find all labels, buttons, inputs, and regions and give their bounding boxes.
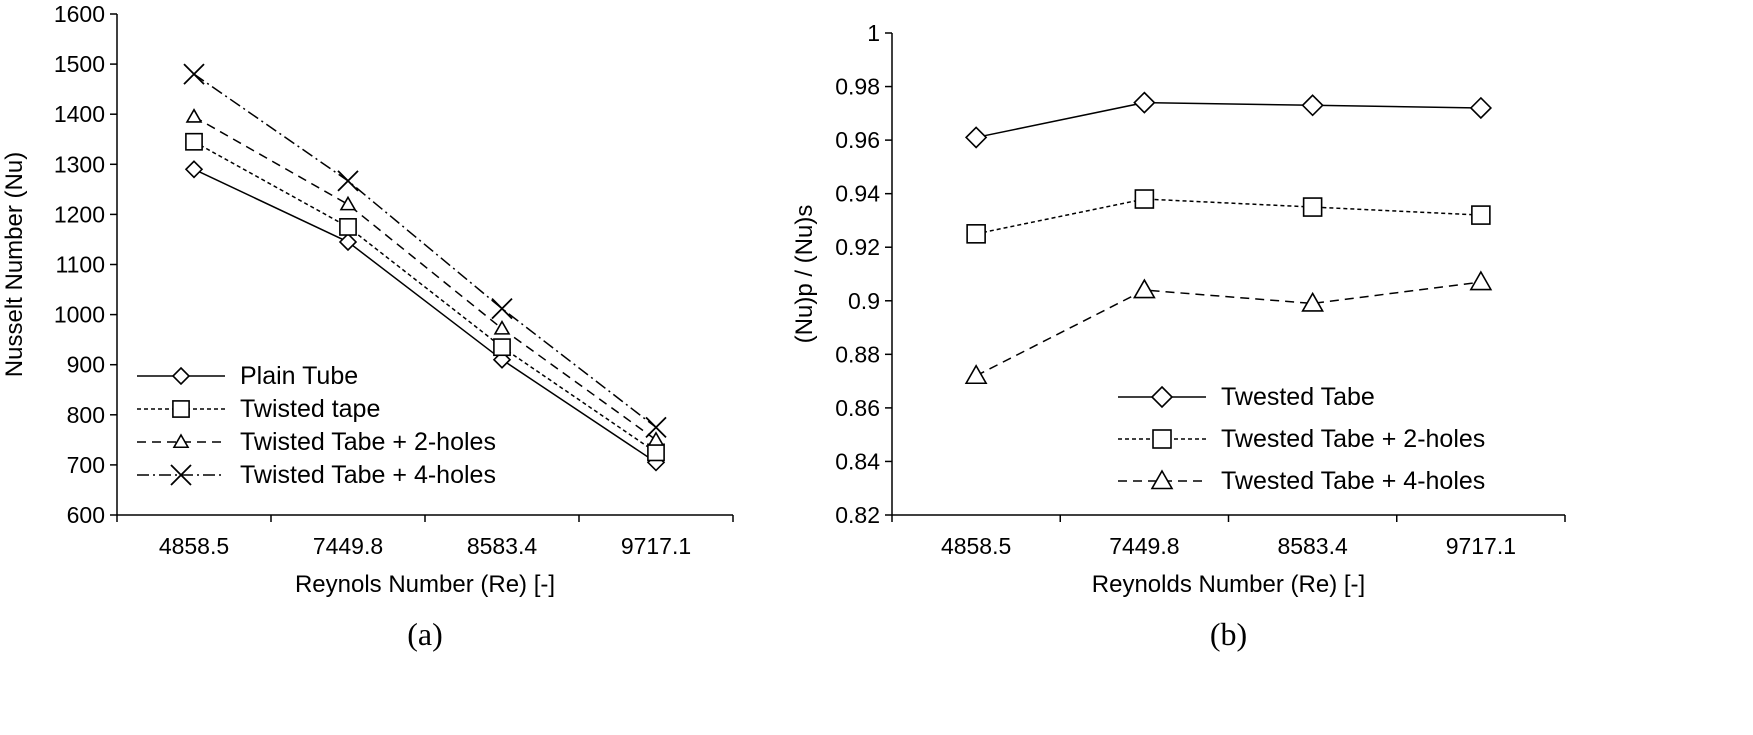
b-x-tick-label: 8583.4 xyxy=(1277,533,1348,559)
b-data-point xyxy=(1469,96,1493,120)
a-legend-label: Twisted tape xyxy=(240,395,380,423)
b-y-tick-label: 0.92 xyxy=(835,234,880,260)
b-legend-label: Twested Tabe + 2-holes xyxy=(1221,425,1485,453)
a-data-point xyxy=(647,431,665,446)
b-legend-entry: Twested Tabe xyxy=(1118,383,1375,411)
a-data-point xyxy=(184,160,204,179)
a-y-tick-label: 1300 xyxy=(54,151,105,177)
a-legend-marker xyxy=(172,400,190,418)
b-x-tick-label: 7449.8 xyxy=(1109,533,1179,559)
a-series-line xyxy=(193,116,657,441)
a-caption: (a) xyxy=(407,616,443,652)
a-data-point xyxy=(339,218,357,236)
b-data-point xyxy=(1471,205,1491,225)
b-legend-entry: Twested Tabe + 2-holes xyxy=(1118,425,1485,453)
b-series-1 xyxy=(964,91,1493,149)
b-data-point xyxy=(966,224,986,244)
b-x-axis-title: Reynolds Number (Re) [-] xyxy=(1092,571,1365,598)
b-legend-entry: Twested Tabe + 4-holes xyxy=(1118,467,1485,495)
a-legend-marker xyxy=(170,464,192,486)
a-data-point xyxy=(493,320,511,335)
a-y-tick-label: 700 xyxy=(67,452,105,478)
a-x-tick-label: 8583.4 xyxy=(467,533,538,559)
b-y-tick-label: 0.94 xyxy=(835,181,880,207)
b-data-point xyxy=(964,126,988,149)
a-series-line xyxy=(193,73,657,428)
b-series-line xyxy=(975,281,1481,377)
b-data-point xyxy=(1134,189,1155,209)
a-series-line xyxy=(193,168,657,464)
a-x-tick-label: 7449.8 xyxy=(313,533,383,559)
a-data-point xyxy=(647,443,665,462)
b-x-tick-label: 9717.1 xyxy=(1446,533,1516,559)
b-legend-marker xyxy=(1152,429,1172,449)
b-y-tick-label: 0.88 xyxy=(835,341,880,367)
a-y-tick-label: 1500 xyxy=(54,51,105,77)
a-x-tick-label: 9717.1 xyxy=(621,533,691,559)
b-legend-label: Twested Tabe + 4-holes xyxy=(1221,467,1485,495)
a-legend-label: Plain Tube xyxy=(240,362,358,390)
a-y-tick-label: 800 xyxy=(67,402,105,428)
a-legend-entry: Plain Tube xyxy=(137,362,358,390)
b-legend-label: Twested Tabe xyxy=(1221,383,1375,411)
a-y-tick-label: 900 xyxy=(67,352,105,378)
b-data-point xyxy=(1301,291,1325,312)
a-legend-entry: Twisted Tabe + 4-holes xyxy=(137,461,496,489)
b-data-point xyxy=(1469,270,1493,291)
b-y-tick-label: 0.96 xyxy=(835,127,880,153)
b-y-tick-label: 0.9 xyxy=(848,288,880,314)
b-data-point xyxy=(1301,94,1324,117)
b-data-point xyxy=(1133,91,1156,114)
b-y-tick-label: 0.82 xyxy=(835,502,880,528)
a-y-tick-label: 1200 xyxy=(54,201,105,227)
a-data-point xyxy=(185,108,203,123)
a-y-tick-label: 1400 xyxy=(54,101,105,127)
a-y-axis-title: Nusselt Number (Nu) xyxy=(1,152,28,377)
a-legend-entry: Twisted tape xyxy=(137,395,380,423)
b-y-tick-label: 0.84 xyxy=(835,448,880,474)
a-series-3 xyxy=(185,108,665,446)
a-y-tick-label: 1000 xyxy=(54,302,105,328)
a-data-point xyxy=(491,297,513,320)
a-x-axis-title: Reynols Number (Re) [-] xyxy=(295,571,555,598)
chart-b: 0.82 0.84 0.86 0.88 0.9 0.92 0.94 0.96 0.98 1 4858… xyxy=(791,20,1566,652)
a-data-point xyxy=(337,170,359,192)
a-series-line xyxy=(193,141,657,453)
b-series-line xyxy=(975,101,1481,139)
a-legend-entry: Twisted Tabe + 2-holes xyxy=(137,428,496,456)
a-data-point xyxy=(493,338,511,357)
b-series-3 xyxy=(964,270,1493,385)
a-series-4 xyxy=(183,63,667,438)
a-y-tick-label: 1600 xyxy=(54,1,105,27)
b-y-tick-label: 1 xyxy=(867,20,880,46)
a-legend-marker xyxy=(171,366,191,386)
b-x-tick-label: 4858.5 xyxy=(941,533,1011,559)
b-series-2 xyxy=(966,189,1491,244)
a-data-point xyxy=(339,195,357,211)
chart-a: 600 700 800 900 1000 1100 1200 1300 1400 1500 1600… xyxy=(1,1,734,652)
b-y-tick-label: 0.98 xyxy=(835,74,880,100)
a-data-point xyxy=(338,232,358,252)
a-data-point xyxy=(185,132,203,151)
b-data-point xyxy=(964,364,988,385)
a-y-tick-label: 600 xyxy=(67,502,105,528)
b-y-tick-label: 0.86 xyxy=(835,395,880,421)
b-data-point xyxy=(1132,278,1156,299)
b-legend-marker xyxy=(1150,469,1174,490)
b-y-axis-title: (Nu)p / (Nu)s xyxy=(791,205,818,344)
b-legend-marker xyxy=(1150,385,1174,409)
a-y-tick-label: 1100 xyxy=(56,252,105,278)
a-legend-label: Twisted Tabe + 4-holes xyxy=(240,461,496,489)
b-data-point xyxy=(1302,197,1323,217)
a-data-point xyxy=(183,63,205,85)
b-series-line xyxy=(975,198,1481,235)
a-data-point xyxy=(645,416,667,438)
a-legend-marker xyxy=(172,433,190,449)
a-series-1 xyxy=(184,160,666,472)
a-legend-label: Twisted Tabe + 2-holes xyxy=(240,428,496,456)
a-x-tick-label: 4858.5 xyxy=(159,533,229,559)
b-caption: (b) xyxy=(1210,616,1247,652)
